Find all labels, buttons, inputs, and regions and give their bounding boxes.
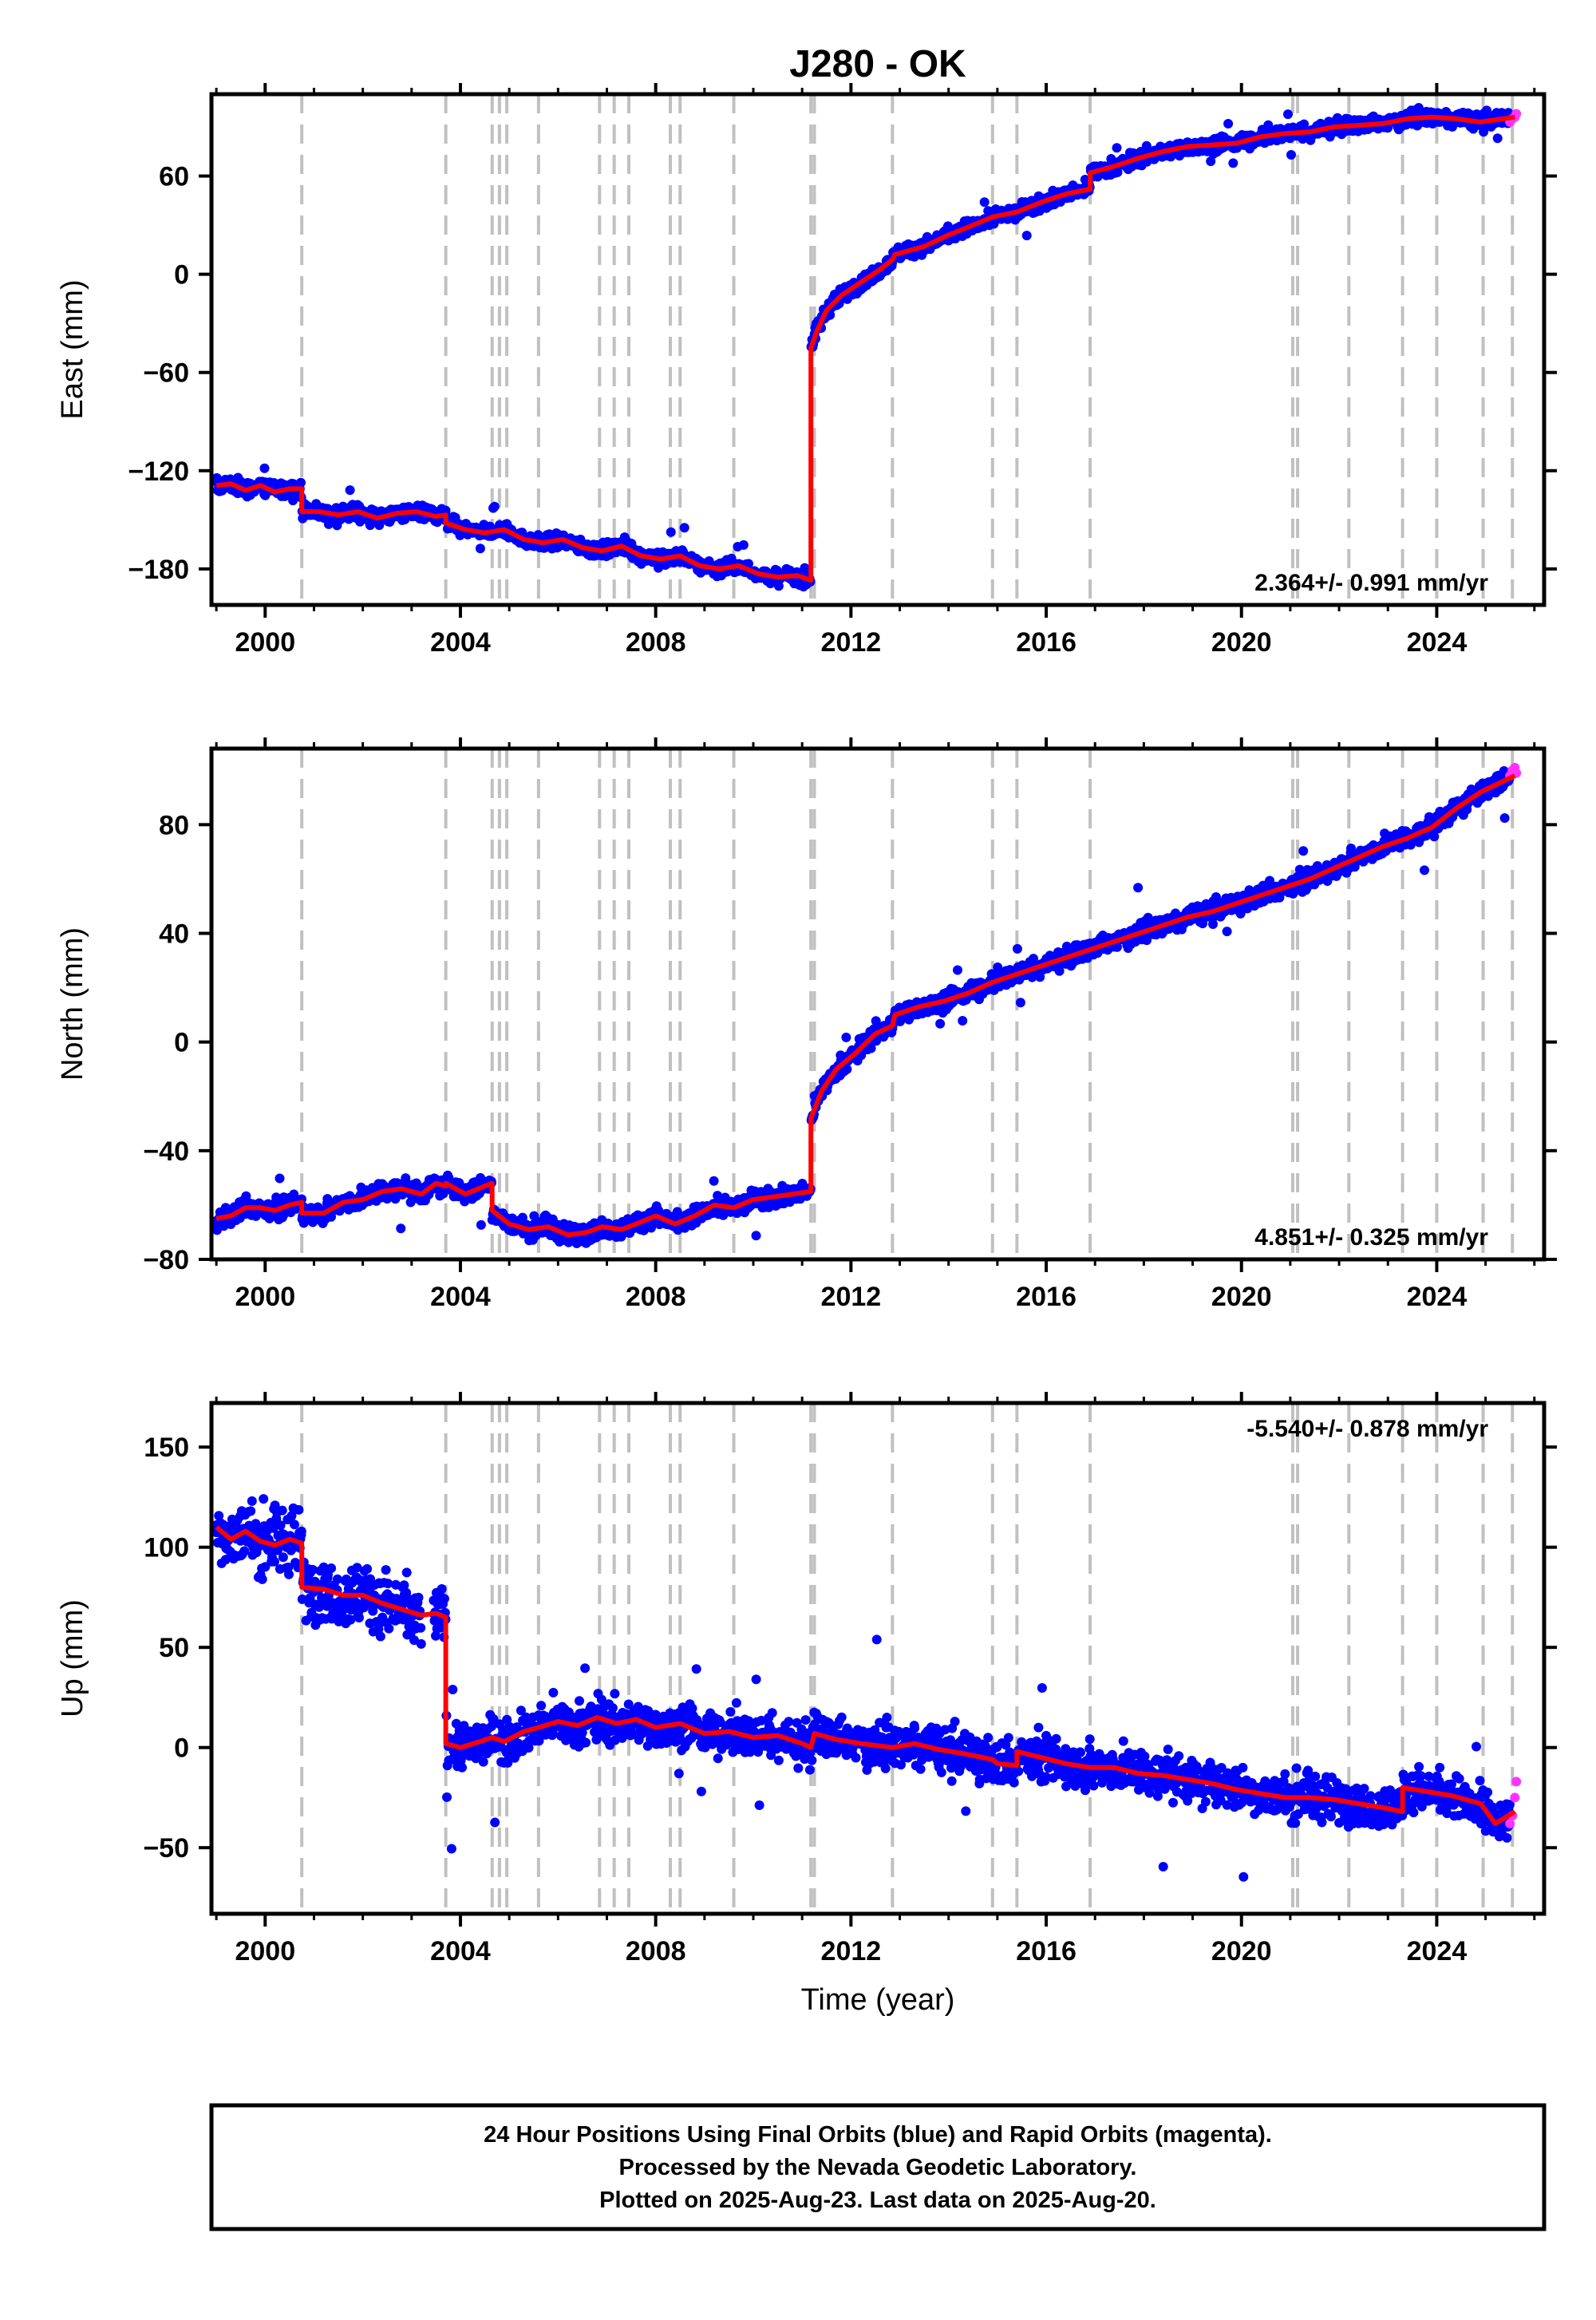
east-panel: 2000 2004 2008 2012 2016 2020 2024 −180 −120 −60 0…	[56, 79, 1557, 658]
east-model-line	[216, 117, 1515, 581]
y-tick-label: 60	[159, 162, 189, 192]
east-plot-area	[211, 79, 1521, 615]
x-tick-label: 2012	[821, 1282, 882, 1312]
final-orbit-point	[346, 485, 355, 495]
final-orbit-point	[476, 543, 485, 553]
final-orbit-point	[1493, 133, 1503, 143]
x-tick-label: 2024	[1407, 627, 1468, 658]
x-tick-label: 2024	[1407, 1282, 1468, 1312]
final-orbit-point	[1286, 150, 1296, 160]
x-tick-label: 2008	[626, 1282, 686, 1312]
final-orbit-point	[1283, 109, 1293, 119]
final-orbit-point	[980, 197, 990, 207]
final-orbit-point	[1112, 143, 1122, 152]
final-orbit-point	[953, 966, 962, 975]
final-orbit-point	[935, 1019, 945, 1029]
north-plot-area	[211, 749, 1521, 1259]
final-orbit-point	[1022, 231, 1032, 240]
final-orbit-point	[958, 1016, 967, 1026]
final-orbit-point	[1016, 998, 1025, 1007]
x-tick-label: 2004	[430, 1282, 491, 1312]
up-plot-area	[211, 1403, 1521, 1914]
x-tick-label: 2016	[1016, 627, 1077, 658]
final-orbit-point	[362, 1564, 372, 1574]
final-orbit-point	[294, 1505, 303, 1515]
final-orbit-point	[680, 523, 689, 532]
x-tick-label: 2016	[1016, 1282, 1077, 1312]
final-orbit-point	[709, 1176, 719, 1186]
final-orbit-point	[1055, 966, 1065, 976]
final-orbit-point	[402, 1567, 412, 1577]
final-orbit-point	[739, 540, 749, 550]
x-tick-label: 2020	[1211, 627, 1272, 658]
final-orbit-point	[284, 1570, 294, 1579]
final-orbit-point	[275, 1174, 285, 1184]
final-orbit-point	[1223, 927, 1232, 936]
final-orbit-point	[476, 1220, 486, 1230]
final-orbit-point	[1500, 813, 1510, 823]
final-orbit-point	[376, 1632, 385, 1642]
north-y-axis-label: North (mm)	[56, 927, 89, 1081]
north-rate-label: 4.851+/- 0.325 mm/yr	[1254, 1224, 1488, 1251]
final-orbit-point	[1298, 846, 1308, 856]
y-tick-label: 80	[159, 810, 189, 840]
chart-title: J280 - OK	[789, 43, 966, 85]
y-tick-label: 0	[174, 260, 189, 290]
final-orbit-point	[381, 1565, 391, 1575]
north-panel: 2000 2004 2008 2012 2016 2020 2024 −80 −40 0 40 80 N…	[56, 737, 1557, 1312]
final-orbit-point	[296, 478, 306, 488]
final-orbit-point	[1228, 158, 1238, 168]
final-orbit-point	[1404, 79, 1413, 89]
final-orbit-point	[297, 1527, 306, 1536]
y-tick-label: −60	[143, 358, 189, 389]
final-orbit-point	[290, 1520, 299, 1529]
final-orbit-point	[326, 1563, 336, 1573]
final-orbit-point	[752, 1231, 761, 1240]
final-orbit-point	[841, 1033, 851, 1042]
y-tick-label: 0	[174, 1028, 189, 1058]
final-orbit-point	[490, 502, 500, 512]
east-y-axis-label: East (mm)	[56, 279, 89, 419]
final-orbit-point	[278, 1506, 287, 1516]
x-tick-label: 2012	[821, 627, 882, 658]
final-orbit-point	[279, 1552, 288, 1562]
final-orbit-point	[260, 464, 270, 473]
x-tick-label: 2008	[626, 627, 686, 658]
y-tick-label: −120	[128, 456, 189, 487]
east-frame	[211, 94, 1544, 605]
y-tick-label: −180	[128, 555, 189, 585]
north-final-orbit-points	[211, 766, 1515, 1248]
final-orbit-point	[666, 528, 676, 537]
final-orbit-point	[247, 1496, 257, 1506]
final-orbit-point	[354, 1613, 364, 1622]
x-tick-label: 2000	[235, 1282, 295, 1312]
x-tick-label: 2000	[235, 627, 295, 658]
panels: 2000 2004 2008 2012 2016 2020 2024 −180 −120 −60 0…	[56, 79, 1557, 1966]
final-orbit-point	[246, 1506, 255, 1516]
final-orbit-point	[239, 1547, 249, 1556]
east-final-orbit-points	[211, 79, 1515, 615]
x-tick-label: 2020	[1211, 1282, 1272, 1312]
final-orbit-point	[259, 1494, 268, 1504]
final-orbit-point	[396, 1223, 405, 1233]
y-tick-label: −40	[143, 1136, 189, 1167]
final-orbit-point	[1208, 919, 1218, 929]
final-orbit-point	[1013, 944, 1022, 954]
north-model-line	[216, 776, 1515, 1235]
east-rate-label: 2.364+/- 0.991 mm/yr	[1254, 570, 1488, 596]
x-tick-label: 2004	[430, 627, 491, 658]
final-orbit-point	[1420, 865, 1429, 875]
y-tick-label: 40	[159, 919, 189, 949]
up-final-orbit-points	[211, 1494, 1515, 1882]
final-orbit-point	[1223, 119, 1233, 128]
final-orbit-point	[1133, 883, 1143, 892]
final-orbit-point	[384, 1624, 393, 1634]
y-tick-label: −80	[143, 1245, 189, 1275]
final-orbit-point	[258, 1575, 267, 1584]
